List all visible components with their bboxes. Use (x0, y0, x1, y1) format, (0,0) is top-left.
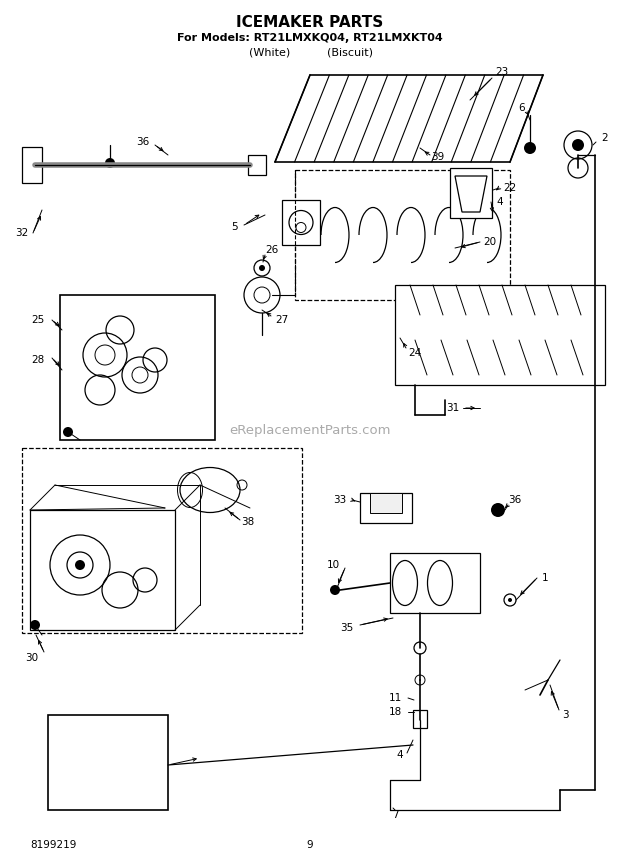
Bar (48, 715, 168, 810)
Text: 36: 36 (136, 137, 149, 147)
Text: 9: 9 (307, 840, 313, 850)
Text: 5: 5 (232, 222, 238, 232)
Text: 20: 20 (484, 237, 497, 247)
Text: (Biscuit): (Biscuit) (327, 47, 373, 57)
Text: 8199219: 8199219 (30, 840, 76, 850)
Circle shape (259, 265, 265, 271)
Text: 31: 31 (446, 403, 459, 413)
Text: 7: 7 (392, 810, 398, 820)
Bar (395, 285, 605, 385)
Text: 32: 32 (16, 228, 29, 238)
Text: 30: 30 (25, 653, 38, 663)
Circle shape (491, 503, 505, 517)
Bar (450, 168, 492, 218)
Text: 2: 2 (601, 133, 608, 143)
Circle shape (508, 598, 512, 602)
Text: 28: 28 (32, 355, 45, 365)
Text: 36: 36 (508, 495, 521, 505)
Circle shape (30, 620, 40, 630)
Text: 11: 11 (388, 693, 402, 703)
Bar (360, 493, 412, 523)
Text: 23: 23 (495, 67, 508, 77)
Text: 10: 10 (327, 560, 340, 570)
Text: 38: 38 (241, 517, 255, 527)
Text: 24: 24 (409, 348, 422, 358)
Circle shape (75, 560, 85, 570)
Circle shape (63, 427, 73, 437)
Circle shape (572, 139, 584, 151)
Circle shape (105, 158, 115, 168)
Circle shape (330, 585, 340, 595)
Bar (370, 493, 402, 513)
Text: 33: 33 (334, 495, 347, 505)
Bar (248, 155, 266, 175)
Text: 4: 4 (497, 197, 503, 207)
Text: 3: 3 (562, 710, 569, 720)
Text: eReplacementParts.com: eReplacementParts.com (229, 424, 391, 437)
Bar (413, 710, 427, 728)
Text: ICEMAKER PARTS: ICEMAKER PARTS (236, 15, 384, 29)
Text: 35: 35 (340, 623, 353, 633)
Text: 39: 39 (432, 152, 445, 162)
Text: 25: 25 (32, 315, 45, 325)
Text: 22: 22 (503, 183, 516, 193)
Text: 26: 26 (265, 245, 278, 255)
Text: (White): (White) (249, 47, 291, 57)
Text: 1: 1 (542, 573, 548, 583)
Text: 27: 27 (275, 315, 289, 325)
Bar (30, 510, 175, 630)
Bar (282, 200, 320, 245)
Bar (22, 147, 42, 183)
Bar (22, 448, 302, 633)
Text: For Models: RT21LMXKQ04, RT21LMXKT04: For Models: RT21LMXKQ04, RT21LMXKT04 (177, 33, 443, 43)
Text: 4: 4 (397, 750, 404, 760)
Bar (295, 170, 510, 300)
Bar (390, 553, 480, 613)
Circle shape (524, 142, 536, 154)
Bar (60, 295, 215, 440)
Text: 18: 18 (388, 707, 402, 717)
Text: 6: 6 (519, 103, 525, 113)
